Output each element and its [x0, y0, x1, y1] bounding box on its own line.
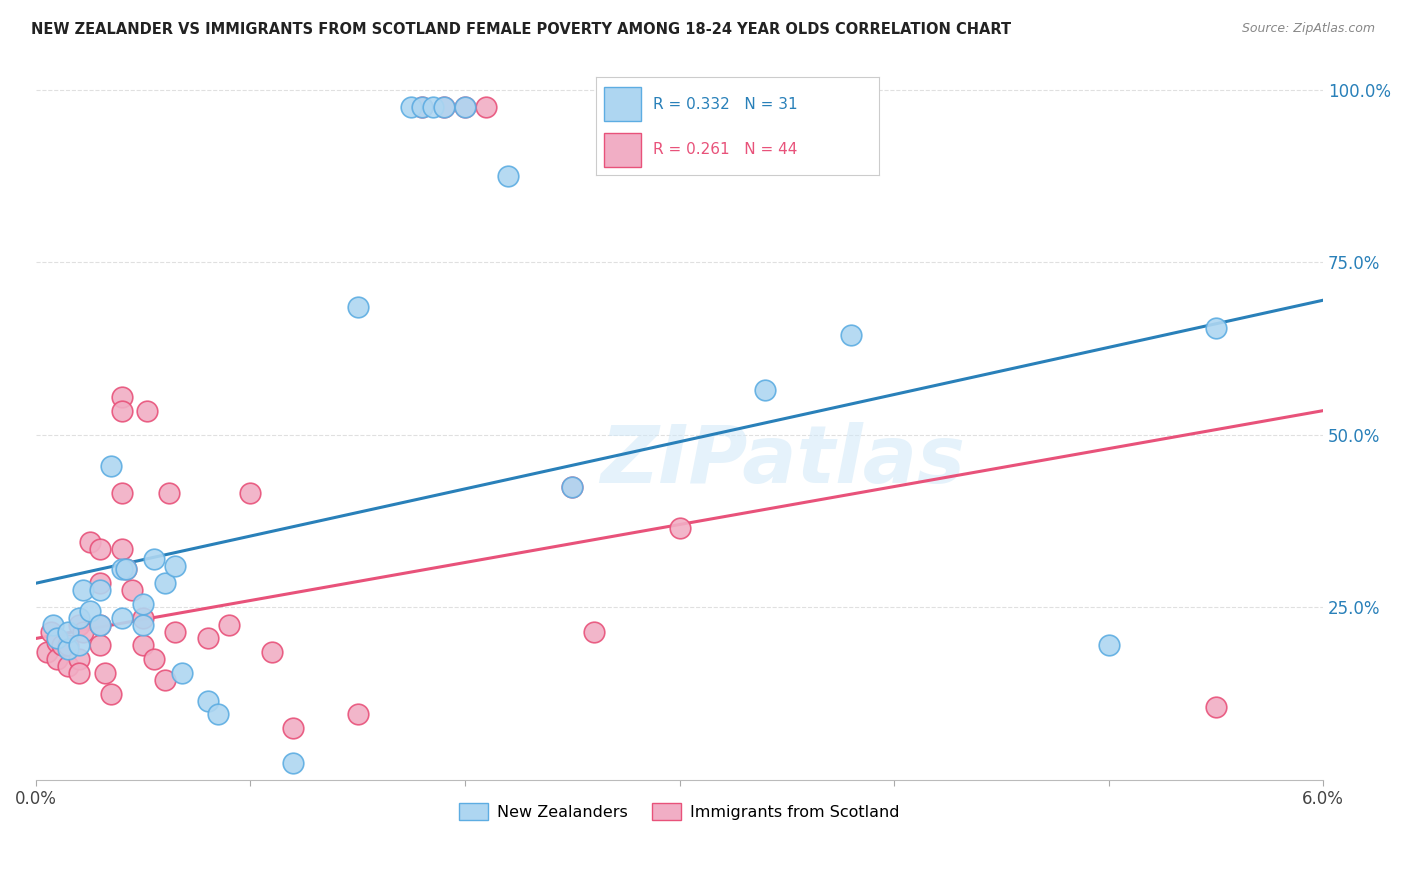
- Point: [454, 100, 477, 114]
- Point: [89, 617, 111, 632]
- Point: [454, 100, 477, 114]
- Point: [111, 403, 134, 417]
- Point: [157, 486, 180, 500]
- Point: [89, 583, 111, 598]
- Point: [165, 558, 187, 573]
- Point: [89, 576, 111, 591]
- Point: [111, 541, 134, 556]
- Point: [132, 638, 155, 652]
- Point: [422, 100, 444, 114]
- Point: [170, 665, 193, 680]
- Point: [111, 486, 134, 500]
- Point: [142, 652, 165, 666]
- Text: Source: ZipAtlas.com: Source: ZipAtlas.com: [1241, 22, 1375, 36]
- Point: [46, 652, 69, 666]
- Point: [475, 100, 498, 114]
- Point: [283, 721, 305, 735]
- Point: [1205, 320, 1227, 334]
- Point: [668, 521, 690, 535]
- Point: [67, 611, 90, 625]
- Point: [207, 707, 229, 722]
- Point: [35, 645, 58, 659]
- Point: [411, 100, 433, 114]
- Point: [89, 638, 111, 652]
- Point: [136, 403, 159, 417]
- Point: [218, 617, 240, 632]
- Point: [197, 693, 219, 707]
- Point: [56, 641, 79, 656]
- Point: [39, 624, 62, 639]
- Point: [100, 458, 122, 473]
- Point: [100, 687, 122, 701]
- Point: [283, 756, 305, 770]
- Point: [79, 534, 101, 549]
- Point: [839, 327, 862, 342]
- Point: [111, 562, 134, 576]
- Point: [67, 665, 90, 680]
- Point: [93, 665, 115, 680]
- Point: [197, 632, 219, 646]
- Point: [46, 635, 69, 649]
- Point: [1205, 700, 1227, 714]
- Point: [46, 632, 69, 646]
- Point: [115, 562, 138, 576]
- Point: [56, 624, 79, 639]
- Point: [582, 624, 605, 639]
- Point: [56, 659, 79, 673]
- Point: [67, 617, 90, 632]
- Point: [260, 645, 283, 659]
- Point: [754, 383, 776, 397]
- Point: [132, 597, 155, 611]
- Point: [561, 479, 583, 493]
- Legend: New Zealanders, Immigrants from Scotland: New Zealanders, Immigrants from Scotland: [453, 797, 907, 826]
- Point: [115, 562, 138, 576]
- Point: [111, 611, 134, 625]
- Point: [561, 479, 583, 493]
- Point: [89, 541, 111, 556]
- Point: [401, 100, 423, 114]
- Point: [72, 624, 94, 639]
- Point: [432, 100, 454, 114]
- Point: [346, 707, 368, 722]
- Point: [153, 673, 176, 687]
- Text: ZIPatlas: ZIPatlas: [600, 422, 965, 500]
- Text: NEW ZEALANDER VS IMMIGRANTS FROM SCOTLAND FEMALE POVERTY AMONG 18-24 YEAR OLDS C: NEW ZEALANDER VS IMMIGRANTS FROM SCOTLAN…: [31, 22, 1011, 37]
- Point: [89, 617, 111, 632]
- Point: [121, 583, 143, 598]
- Point: [56, 638, 79, 652]
- Point: [132, 617, 155, 632]
- Point: [432, 100, 454, 114]
- Point: [165, 624, 187, 639]
- Point: [67, 652, 90, 666]
- Point: [142, 552, 165, 566]
- Point: [79, 604, 101, 618]
- Point: [42, 617, 65, 632]
- Point: [239, 486, 262, 500]
- Point: [111, 390, 134, 404]
- Point: [346, 300, 368, 314]
- Point: [51, 638, 73, 652]
- Point: [153, 576, 176, 591]
- Point: [132, 611, 155, 625]
- Point: [72, 583, 94, 598]
- Point: [67, 638, 90, 652]
- Point: [496, 169, 519, 183]
- Point: [411, 100, 433, 114]
- Point: [1097, 638, 1119, 652]
